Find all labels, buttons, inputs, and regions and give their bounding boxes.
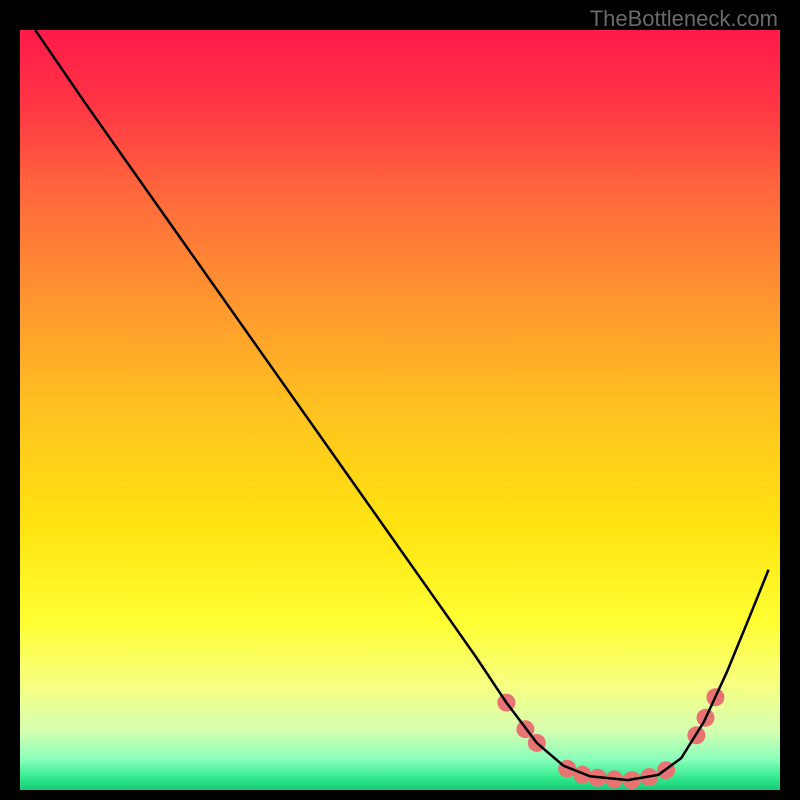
gradient-background <box>20 30 780 790</box>
watermark-text: TheBottleneck.com <box>590 6 778 32</box>
chart-canvas <box>0 0 800 800</box>
